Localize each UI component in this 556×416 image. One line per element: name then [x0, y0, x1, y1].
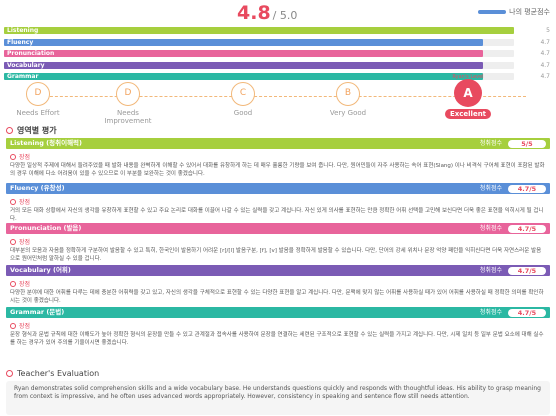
- bar-value: 4.7: [540, 50, 550, 57]
- skill-bar-row: Pronunciation 4.7: [4, 50, 552, 59]
- area-score-label: 청취점수: [479, 267, 502, 274]
- sections-title: 영역별 평가: [6, 125, 57, 136]
- level-circle: A: [454, 79, 482, 107]
- area-subtitle-text: 장점: [19, 323, 31, 330]
- strength-icon: [10, 322, 16, 329]
- level-circle: D: [26, 82, 50, 106]
- area-card: Pronunciation (발음) 청취점수 4.7/5 장점 대부분의 모음…: [6, 223, 550, 263]
- teacher-evaluation-text: Ryan demonstrates solid comprehension sk…: [14, 385, 541, 400]
- area-body: 거의 모든 대화 상황에서 자신의 생각을 유창하게 표현할 수 있고 주요 논…: [10, 208, 544, 222]
- bar-fill: [4, 50, 484, 57]
- bar-fill: [4, 38, 484, 46]
- area-body: 다양한 분야에 대한 어휘를 다루는 데에 충분한 어휘력을 갖고 있고, 자신…: [10, 290, 544, 304]
- level-flag: Ryan's Level: [452, 74, 484, 80]
- level-label: Good: [233, 109, 253, 117]
- level-label: Excellent: [445, 109, 491, 119]
- strength-icon: [10, 198, 16, 205]
- bar-value: 4.7: [540, 38, 550, 46]
- bar-fill: [4, 61, 484, 69]
- level-circle: C: [231, 82, 255, 106]
- bar-fill: [4, 27, 514, 34]
- overall-score: 4.8/ 5.0: [237, 2, 297, 24]
- area-subtitle: 장점: [10, 237, 550, 246]
- area-body: 대부분의 모음과 자음을 정확하게 구분하여 발음할 수 있고 특히, 한국인이…: [10, 248, 542, 262]
- bar-label: Vocabulary: [7, 61, 45, 69]
- area-body: 다양한 일상적 주제에 대해서 들려주었을 때 발화 내용을 완벽하게 이해할 …: [10, 163, 545, 177]
- level-scale: D Needs Effort D Needs Improvement C Goo…: [0, 74, 556, 125]
- area-header: Listening (청취이해력) 청취점수 5/5: [6, 138, 550, 149]
- area-score: 5/5: [508, 139, 546, 148]
- level-stage: D Needs Effort: [3, 82, 73, 117]
- level-stage: D Needs Improvement: [93, 82, 163, 125]
- score-header: 4.8/ 5.0 나의 평균점수: [0, 0, 556, 24]
- skill-bars: Listening 5 Fluency 4.7 Pronunciation 4.…: [4, 27, 552, 85]
- skill-bar-row: Vocabulary 4.7: [4, 61, 552, 71]
- skill-bar-row: Listening 5: [4, 27, 552, 36]
- area-title: Vocabulary (어휘): [10, 266, 71, 274]
- bar-value: 4.7: [540, 73, 550, 80]
- area-subtitle-text: 장점: [19, 199, 31, 206]
- bar-label: Pronunciation: [7, 50, 55, 57]
- strength-icon: [10, 280, 16, 287]
- score-value: 4.8: [237, 2, 271, 24]
- area-subtitle: 장점: [10, 279, 550, 288]
- level-stage: B Very Good: [313, 82, 383, 117]
- area-subtitle: 장점: [10, 321, 550, 330]
- area-score: 4.7/5: [508, 184, 546, 193]
- level-stage: Ryan's Level A Excellent: [433, 74, 503, 119]
- area-body: 문장 형식과 문법 규칙에 대한 이해도가 높아 정확한 형식의 문장을 만들 …: [10, 332, 544, 346]
- area-score: 4.7/5: [508, 308, 546, 317]
- skill-bar-row: Grammar 4.7: [4, 73, 552, 82]
- area-title: Fluency (유창성): [10, 184, 65, 192]
- level-label: Needs Improvement: [104, 109, 152, 125]
- area-title: Pronunciation (발음): [10, 224, 82, 232]
- area-header: Fluency (유창성) 청취점수 4.7/5: [6, 183, 550, 194]
- level-label: Very Good: [329, 109, 367, 117]
- skill-bar-row: Fluency 4.7: [4, 38, 552, 48]
- section-dot-icon: [6, 370, 13, 377]
- level-circle: B: [336, 82, 360, 106]
- legend-swatch: [478, 10, 507, 14]
- area-subtitle-text: 장점: [19, 281, 31, 288]
- bar-value: 4.7: [540, 61, 550, 69]
- area-header: Vocabulary (어휘) 청취점수 4.7/5: [6, 265, 550, 276]
- bar-label: Listening: [7, 27, 39, 34]
- sections-title-text: 영역별 평가: [17, 126, 57, 135]
- area-score-label: 청취점수: [479, 140, 502, 147]
- area-card: Fluency (유창성) 청취점수 4.7/5 장점 거의 모든 대화 상황에…: [6, 183, 550, 223]
- area-score: 4.7/5: [508, 266, 546, 275]
- bar-value: 5: [546, 27, 550, 34]
- area-card: Vocabulary (어휘) 청취점수 4.7/5 장점 다양한 분야에 대한…: [6, 265, 550, 305]
- level-stage: C Good: [208, 82, 278, 117]
- area-card: Listening (청취이해력) 청취점수 5/5 장점 다양한 일상적 주제…: [6, 138, 550, 178]
- strength-icon: [10, 153, 16, 160]
- bar-label: Fluency: [7, 38, 34, 46]
- strength-icon: [10, 238, 16, 245]
- area-score-label: 청취점수: [479, 225, 502, 232]
- area-subtitle-text: 장점: [19, 154, 31, 161]
- teacher-title: Teacher's Evaluation: [6, 369, 99, 378]
- area-score: 4.7/5: [508, 224, 546, 233]
- level-circle: D: [116, 82, 140, 106]
- area-header: Pronunciation (발음) 청취점수 4.7/5: [6, 223, 550, 234]
- bar-fill: [4, 73, 484, 80]
- scale-line: [30, 96, 526, 97]
- area-card: Grammar (문법) 청취점수 4.7/5 장점 문장 형식과 문법 규칙에…: [6, 307, 550, 347]
- area-header: Grammar (문법) 청취점수 4.7/5: [6, 307, 550, 318]
- bar-label: Grammar: [7, 73, 39, 80]
- teacher-evaluation-box: Ryan demonstrates solid comprehension sk…: [6, 381, 550, 415]
- teacher-title-text: Teacher's Evaluation: [17, 369, 100, 378]
- area-score-label: 청취점수: [479, 309, 502, 316]
- level-label: Needs Effort: [16, 109, 60, 117]
- legend-label: 나의 평균점수: [509, 8, 550, 16]
- area-subtitle-text: 장점: [19, 239, 31, 246]
- my-score-legend: 나의 평균점수: [478, 7, 550, 17]
- section-dot-icon: [6, 127, 13, 134]
- area-title: Grammar (문법): [10, 308, 65, 316]
- area-subtitle: 장점: [10, 152, 550, 161]
- area-title: Listening (청취이해력): [10, 139, 82, 147]
- area-score-label: 청취점수: [479, 185, 502, 192]
- area-subtitle: 장점: [10, 197, 550, 206]
- score-max: / 5.0: [272, 9, 298, 22]
